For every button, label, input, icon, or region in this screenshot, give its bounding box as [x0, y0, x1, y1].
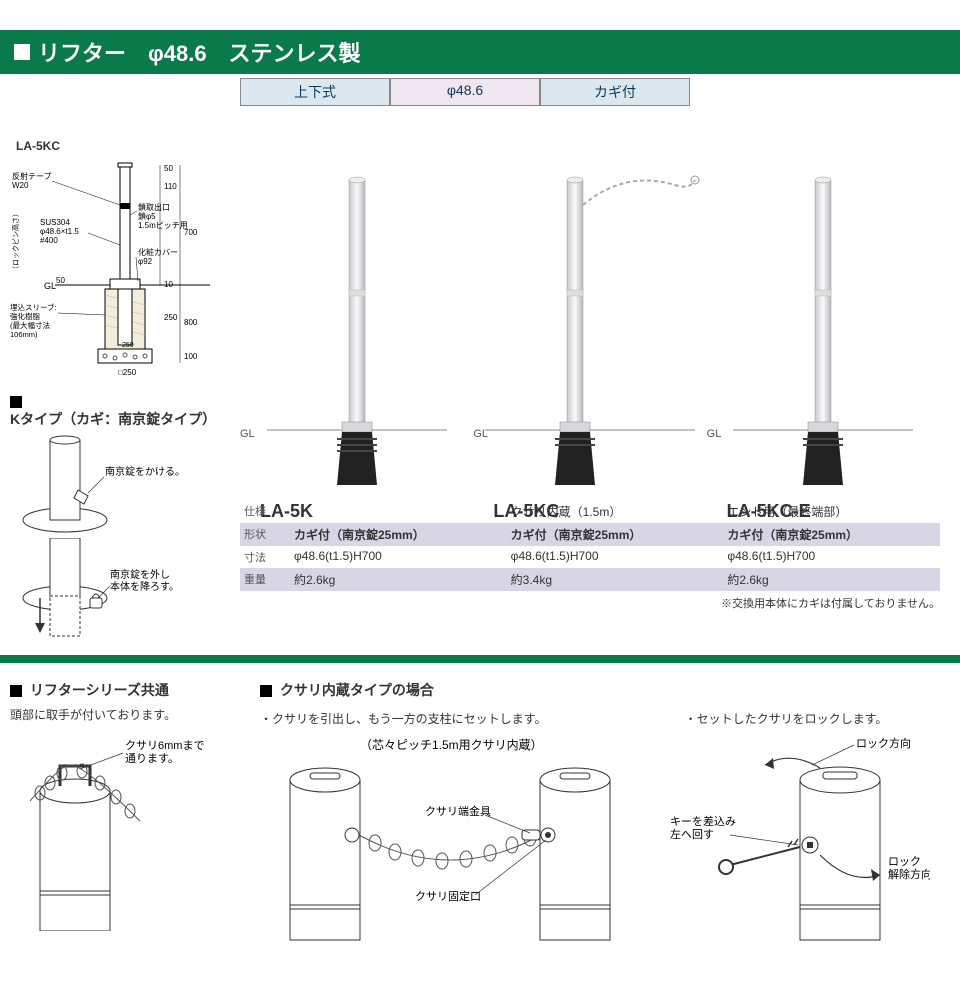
lower-left-title: リフターシリーズ共通	[10, 680, 260, 700]
callout-key2: 左へ回す	[670, 828, 714, 841]
gl-label-2: GL	[473, 428, 488, 440]
header-square-icon	[14, 44, 30, 60]
separator-band	[0, 655, 960, 663]
lower-left-illust: クサリ6mmまで 通ります。	[10, 731, 240, 931]
td-cover1: 化粧カバー	[138, 247, 178, 257]
spec-shape-3: カギ付（南京錠25mm）	[723, 523, 940, 546]
center-caption: （芯々ピッチ1.5m用クサリ内蔵）	[360, 738, 543, 752]
lower-right-text1: ・クサリを引出し、もう一方の支柱にセットします。	[260, 710, 685, 727]
td-d100: 100	[184, 352, 198, 361]
product-1-image	[257, 160, 457, 490]
ktype-cap2a: 南京錠を外し	[110, 568, 170, 581]
spec-sub-1	[290, 500, 507, 523]
ktype-square-icon	[10, 396, 22, 408]
header-title: リフター φ48.6 ステンレス製	[38, 36, 361, 68]
lower-left-text: 頭部に取手が付いております。	[10, 706, 260, 723]
spec-dim-2: φ48.6(t1.5)H700	[507, 546, 724, 568]
tag-strip: 上下式 φ48.6 カギ付	[240, 78, 960, 106]
spec-hdr-shape: 形状	[240, 523, 290, 546]
tag-2: φ48.6	[390, 78, 540, 106]
lower-right: クサリ内蔵タイプの場合 ・クサリを引出し、もう一方の支柱にセットします。 ・セッ…	[260, 670, 950, 945]
spec-sub-3: エンド用（最終端部）	[723, 500, 940, 523]
td-sleeve3: (最大幅寸法	[10, 320, 50, 330]
td-d800: 800	[184, 318, 198, 327]
td-cover2: φ92	[138, 257, 153, 266]
products-area: GL LA-5K GL	[240, 160, 940, 522]
spec-hdr-weight: 重量	[240, 568, 290, 591]
chain-pair-illust: （芯々ピッチ1.5m用クサリ内蔵）	[260, 735, 650, 945]
lower-right-title: クサリ内蔵タイプの場合	[260, 680, 950, 700]
td-d50b: 50	[56, 276, 65, 285]
spec-table: 仕様 クサリ内蔵（1.5m） エンド用（最終端部） 形状 カギ付（南京錠25mm…	[240, 500, 940, 611]
td-chain2: 鎖φ5	[138, 211, 156, 221]
td-sleeve1: 埋込スリーブ:	[10, 302, 57, 312]
lower-left-square-icon	[10, 685, 22, 697]
product-3-image	[723, 160, 923, 490]
gl-label-3: GL	[707, 428, 722, 440]
lower-right-illus-row: （芯々ピッチ1.5m用クサリ内蔵）	[260, 735, 950, 945]
lower-right-text2: ・セットしたクサリをロックします。	[685, 710, 950, 727]
lock-illust: ロック方向 キーを差込み 左へ回す ロック 解除方向	[670, 735, 930, 945]
spec-shape-2: カギ付（南京錠25mm）	[507, 523, 724, 546]
product-3: GL LA-5KC-E	[707, 160, 940, 522]
td-chain1: 鎖取出口	[138, 202, 170, 212]
product-2: GL LA-5KC	[473, 160, 706, 522]
ktype-drawing-2: 南京錠を外し 本体を降ろす。	[10, 538, 190, 648]
td-w20: W20	[12, 181, 29, 190]
spec-sub-2: クサリ内蔵（1.5m）	[507, 500, 724, 523]
callout-b: クサリ固定口	[415, 889, 481, 903]
lower-section: リフターシリーズ共通 頭部に取手が付いております。 クサリ6mmまで 通ります。	[10, 670, 950, 945]
top-model-label: LA-5KC	[16, 139, 230, 153]
spec-hdr-spec: 仕様	[240, 500, 290, 523]
left-column: LA-5KC GL 50 110 700 10 250 800	[10, 135, 230, 651]
spec-dim-3: φ48.6(t1.5)H700	[723, 546, 940, 568]
td-sleeve2: 強化樹脂	[10, 311, 40, 321]
spec-dim-1: φ48.6(t1.5)H700	[290, 546, 507, 568]
ktype-cap1: 南京錠をかける。	[105, 465, 185, 478]
td-sus2: φ48.6×t1.5	[40, 227, 79, 236]
ll-callout1: クサリ6mmまで	[125, 739, 204, 752]
spec-weight-3: 約2.6kg	[723, 568, 940, 591]
td-sleeve4: 106mm)	[10, 330, 38, 339]
ktype-cap2b: 本体を降ろす。	[110, 580, 179, 593]
td-d250c: □250	[118, 368, 137, 377]
callout-unlock1: ロック	[888, 855, 921, 868]
spec-weight-2: 約3.4kg	[507, 568, 724, 591]
page-header: リフター φ48.6 ステンレス製	[0, 30, 960, 74]
td-lockpin: （ロックピン高さ）	[11, 210, 20, 273]
callout-key1: キーを差込み	[670, 814, 736, 828]
ktype-drawing-1: 南京錠をかける。	[10, 435, 190, 535]
lower-right-square-icon	[260, 685, 272, 697]
lower-left: リフターシリーズ共通 頭部に取手が付いております。 クサリ6mmまで 通ります。	[10, 670, 260, 945]
callout-unlock2: 解除方向	[888, 867, 930, 881]
ll-callout2: 通ります。	[125, 752, 179, 765]
td-gl: GL	[44, 281, 56, 291]
td-reflect: 反射テープ	[12, 171, 52, 181]
callout-a: クサリ端金具	[425, 804, 491, 818]
gl-label-1: GL	[240, 428, 255, 440]
product-1: GL LA-5K	[240, 160, 473, 522]
ktype-title: Kタイプ（カギ：南京錠タイプ）	[10, 393, 230, 429]
td-d10: 10	[164, 280, 173, 289]
td-chain3: 1.5mピッチ用	[138, 221, 188, 230]
spec-hdr-dim: 寸法	[240, 546, 290, 568]
product-2-image	[475, 160, 705, 490]
tag-3: カギ付	[540, 78, 690, 106]
td-sus3: #400	[40, 236, 58, 245]
spec-shape-1: カギ付（南京錠25mm）	[290, 523, 507, 546]
technical-drawing: GL 50 110 700 10 250 800 100 □250 250	[10, 155, 230, 380]
tag-1: 上下式	[240, 78, 390, 106]
spec-footnote: ※交換用本体にカギは付属しておりません。	[240, 595, 940, 611]
spec-weight-1: 約2.6kg	[290, 568, 507, 591]
td-d250b: 250	[122, 342, 134, 349]
td-sus1: SUS304	[40, 218, 70, 227]
td-d250a: 250	[164, 313, 178, 322]
td-d50: 50	[164, 164, 173, 173]
td-d110: 110	[164, 182, 177, 191]
callout-lockdir: ロック方向	[856, 736, 911, 750]
